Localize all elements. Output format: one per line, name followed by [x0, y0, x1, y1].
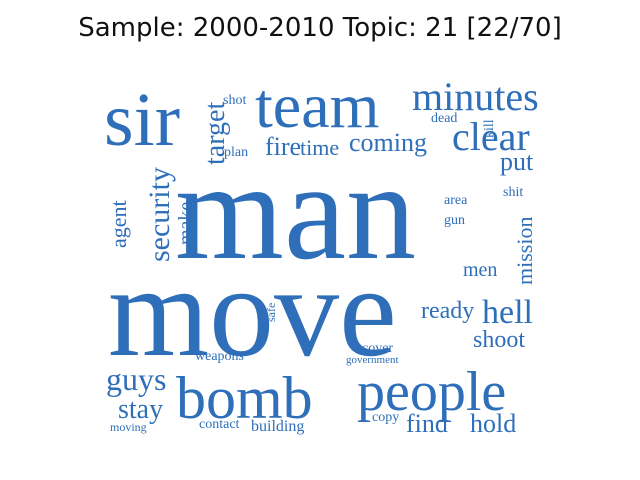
word-shoot: shoot: [473, 327, 525, 353]
word-contact: contact: [199, 417, 240, 432]
word-safe: safe: [264, 303, 278, 322]
word-area: area: [444, 193, 468, 208]
word-government: government: [346, 354, 399, 366]
word-agent: agent: [106, 200, 131, 248]
word-clear: clear: [452, 114, 530, 159]
word-copy: copy: [372, 410, 399, 425]
word-put: put: [500, 147, 534, 176]
word-target: target: [200, 102, 231, 165]
word-make: make: [175, 202, 197, 245]
word-gun: gun: [444, 213, 465, 228]
word-ready: ready: [421, 298, 474, 324]
word-shot: shot: [223, 93, 246, 108]
chart-title: Sample: 2000-2010 Topic: 21 [22/70]: [78, 13, 562, 43]
word-kill: kill: [482, 119, 497, 138]
word-move: move: [108, 240, 397, 384]
word-security: security: [143, 167, 176, 262]
word-moving: moving: [110, 420, 147, 434]
word-coming: coming: [349, 128, 427, 157]
word-hold: hold: [470, 409, 516, 438]
word-bomb: bomb: [176, 365, 313, 431]
word-shit: shit: [503, 185, 523, 200]
word-people: people: [357, 361, 506, 423]
word-team: team: [255, 70, 379, 141]
word-dead: dead: [431, 111, 457, 126]
word-time: time: [300, 135, 339, 160]
word-stay: stay: [118, 394, 163, 425]
word-fire: fire: [265, 132, 301, 161]
word-find: find: [406, 409, 448, 438]
word-sir: sir: [104, 78, 180, 162]
word-mission: mission: [512, 217, 537, 285]
word-plan: plan: [224, 145, 248, 160]
word-building: building: [251, 418, 304, 435]
word-weapons: weapons: [195, 349, 244, 364]
word-hell: hell: [482, 294, 533, 331]
word-minutes: minutes: [412, 74, 539, 119]
word-cover: cover: [362, 341, 393, 356]
word-man: man: [175, 134, 416, 289]
word-guys: guys: [106, 361, 166, 397]
word-men: men: [463, 259, 497, 281]
